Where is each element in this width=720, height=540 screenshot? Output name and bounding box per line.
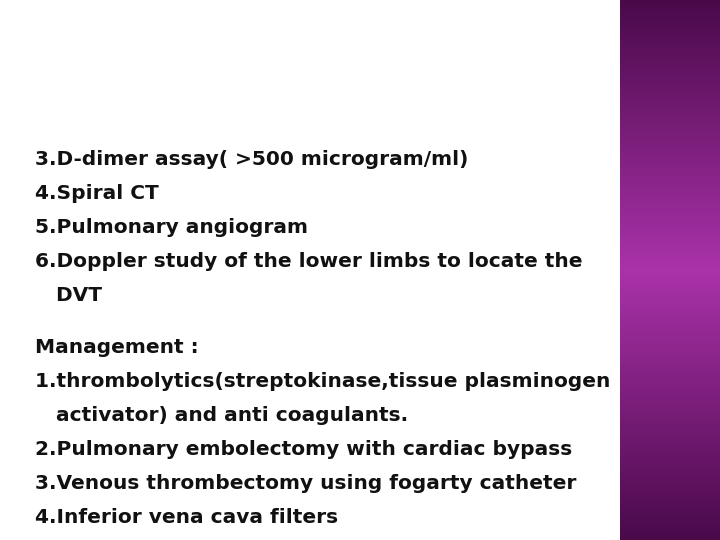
Text: 4.Spiral CT: 4.Spiral CT [35,184,158,203]
Text: Management :: Management : [35,338,199,357]
Text: activator) and anti coagulants.: activator) and anti coagulants. [35,406,408,425]
Text: 5.Pulmonary angiogram: 5.Pulmonary angiogram [35,218,308,237]
Text: 6.Doppler study of the lower limbs to locate the: 6.Doppler study of the lower limbs to lo… [35,252,582,271]
Text: 4.Inferior vena cava filters: 4.Inferior vena cava filters [35,508,338,527]
Text: 2.Pulmonary embolectomy with cardiac bypass: 2.Pulmonary embolectomy with cardiac byp… [35,440,572,459]
Text: 1.thrombolytics(streptokinase,tissue plasminogen: 1.thrombolytics(streptokinase,tissue pla… [35,372,611,391]
Text: 3.D-dimer assay( >500 microgram/ml): 3.D-dimer assay( >500 microgram/ml) [35,150,469,169]
Text: 3.Venous thrombectomy using fogarty catheter: 3.Venous thrombectomy using fogarty cath… [35,474,577,493]
Text: DVT: DVT [35,286,102,305]
